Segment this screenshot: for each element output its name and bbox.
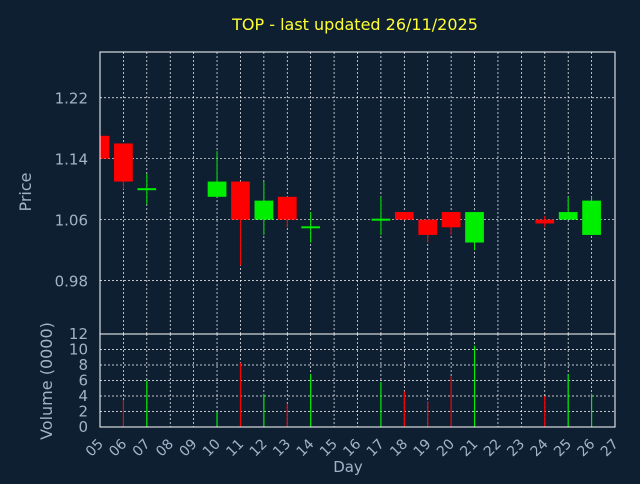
price-y-ticks: 0.98 1.06 1.14 1.22 [55,90,88,291]
volume-tick-label: 12 [69,325,88,343]
candle-body [558,212,578,220]
x-tick-label: 14 [294,436,318,460]
x-tick-label: 17 [364,436,388,460]
volume-gridlines [100,334,615,427]
x-tick-label: 16 [340,436,364,460]
x-tick-label: 13 [270,436,294,460]
price-tick-label: 1.22 [55,90,88,108]
candlesticks [100,135,601,266]
volume-plot-frame [99,333,616,428]
x-tick-label: 26 [574,436,598,460]
volume-tick-label: 8 [78,356,88,374]
candle-body [582,200,601,235]
volume-tick-label: 10 [69,341,88,359]
candle-body [100,135,110,159]
price-axis-label: Price [16,172,35,211]
x-tick-label: 27 [598,436,622,460]
x-tick-label: 23 [504,436,528,460]
price-gridlines [100,52,615,334]
volume-tick-label: 4 [78,387,88,405]
x-tick-label: 15 [317,436,341,460]
candle-body [114,143,133,182]
candle-body [441,212,461,228]
price-tick-label: 1.06 [55,212,88,230]
candle-body [371,218,391,221]
candle-body [301,226,321,229]
x-tick-label: 21 [457,436,481,460]
chart-title: TOP - last updated 26/11/2025 [231,15,478,34]
x-tick-label: 22 [481,436,505,460]
x-tick-label: 07 [130,436,154,460]
x-tick-label: 19 [411,436,435,460]
x-tick-label: 25 [551,436,575,460]
x-tick-label: 06 [106,436,130,460]
volume-tick-label: 0 [78,418,88,436]
x-tick-label: 12 [247,436,271,460]
candle-body [254,200,274,220]
volume-tick-label: 2 [78,403,88,421]
x-tick-label: 24 [528,436,552,460]
price-tick-label: 1.14 [55,151,88,169]
price-tick-label: 0.98 [55,273,88,291]
candle-body [394,212,414,220]
x-tick-label: 10 [200,436,224,460]
x-tick-label: 20 [434,436,458,460]
candle-body [277,196,297,220]
x-tick-label: 11 [223,436,247,460]
x-tick-label: 09 [177,436,201,460]
x-tick-label: 05 [83,436,107,460]
volume-tick-label: 6 [78,372,88,390]
volume-bars [122,345,593,427]
candle-body [207,181,227,197]
candle-body [137,188,157,191]
candle-body [535,219,555,224]
x-axis-label: Day [333,458,363,476]
candle-body [418,219,438,235]
x-tick-label: 18 [387,436,411,460]
volume-axis-label: Volume (0000) [37,322,56,440]
x-ticks: 05 06 07 08 09 10 11 12 13 14 15 16 17 18 19 20 21 22 23 24… [83,436,622,460]
candle-body [465,212,484,243]
candle-body [231,181,250,220]
x-tick-label: 08 [153,436,177,460]
